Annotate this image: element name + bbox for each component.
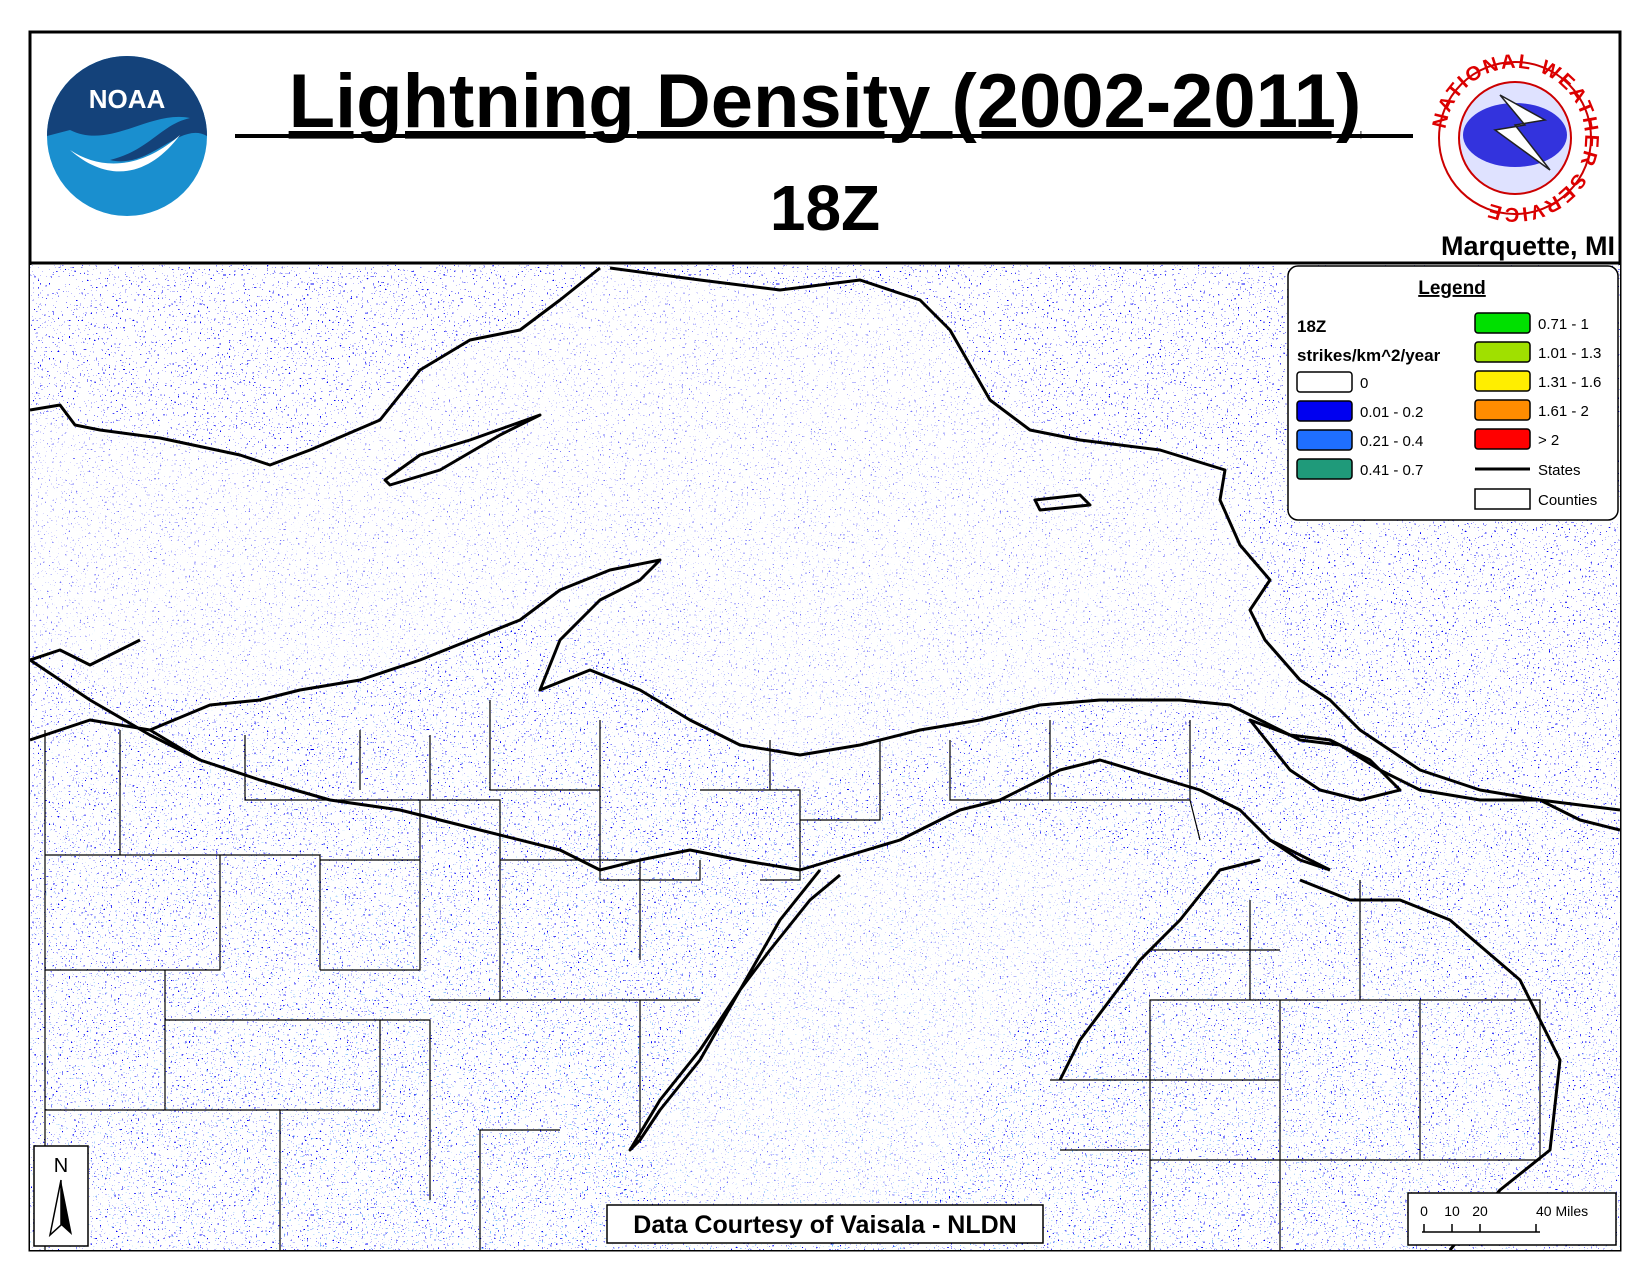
scale-bar: 0 10 20 40 Miles — [1407, 1192, 1617, 1246]
legend-label: 0.41 - 0.7 — [1360, 462, 1423, 479]
scale-label: 0 — [1420, 1203, 1428, 1219]
legend-label: 1.31 - 1.6 — [1538, 374, 1601, 391]
legend-title: Legend — [1418, 278, 1486, 299]
scale-label: 40 Miles — [1536, 1203, 1588, 1219]
scale-label: 20 — [1472, 1203, 1488, 1219]
noaa-logo: NOAA — [47, 56, 207, 216]
noaa-gull — [70, 135, 180, 172]
north-arrow-right — [61, 1180, 72, 1235]
legend-label: > 2 — [1538, 432, 1559, 449]
legend-label: 1.01 - 1.3 — [1538, 345, 1601, 362]
legend-states: States — [1538, 462, 1581, 479]
lake-superior — [30, 268, 1320, 790]
nws-bolt — [1493, 94, 1551, 171]
legend-period: 18Z — [1297, 317, 1326, 336]
legend-label: 0.21 - 0.4 — [1360, 433, 1423, 450]
legend-box — [1287, 265, 1619, 521]
legend-units: strikes/km^2/year — [1297, 346, 1441, 365]
legend-label: 0.01 - 0.2 — [1360, 404, 1423, 421]
north-arrow-left — [48, 1179, 62, 1238]
title: Lightning Density (2002-2011) — [289, 59, 1362, 144]
scale-box — [1407, 1192, 1617, 1246]
north-arrow: N — [33, 1145, 89, 1247]
credit-box — [606, 1204, 1044, 1244]
header-box — [28, 30, 1622, 265]
legend-label: 0.71 - 1 — [1538, 316, 1589, 333]
state-lines — [30, 266, 1620, 1250]
legend-swatch — [1474, 370, 1531, 392]
noaa-text: NOAA — [89, 84, 166, 114]
scale-label: 10 — [1444, 1203, 1460, 1219]
legend-label: 1.61 - 2 — [1538, 403, 1589, 420]
credit: Data Courtesy of Vaisala - NLDN — [633, 1211, 1016, 1239]
legend-swatch — [1296, 400, 1353, 422]
north-label: N — [54, 1155, 68, 1177]
lake-michigan — [640, 830, 1150, 1250]
legend-swatch — [1474, 312, 1531, 334]
legend-counties-symbol — [1474, 488, 1531, 510]
legend-swatch — [1474, 428, 1531, 450]
legend-counties: Counties — [1538, 492, 1597, 509]
legend-label: 0 — [1360, 375, 1368, 392]
nws-logo: NATIONAL WEATHER SERVICE — [1429, 51, 1601, 226]
noaa-upper — [47, 56, 207, 162]
subtitle: 18Z — [770, 172, 880, 244]
legend-swatch — [1296, 371, 1353, 393]
legend-swatch — [1296, 458, 1353, 480]
office: Marquette, MI — [1441, 231, 1615, 261]
legend-swatch — [1474, 341, 1531, 363]
legend-swatch — [1296, 429, 1353, 451]
legend-swatch — [1474, 399, 1531, 421]
legend: Legend 18Z strikes/km^2/year States Coun… — [1287, 265, 1619, 521]
